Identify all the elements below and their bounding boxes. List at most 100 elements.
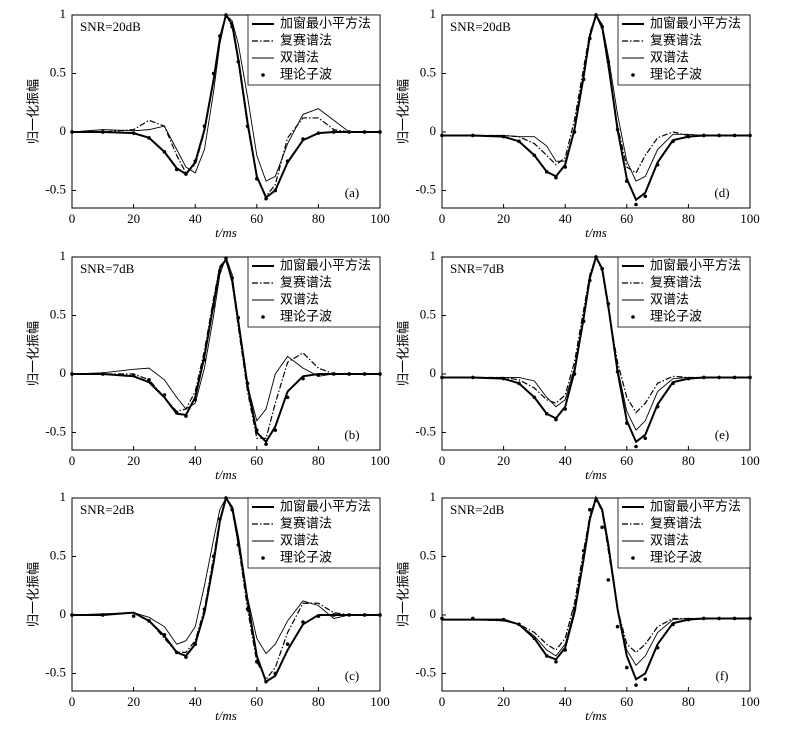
y-tick-label: 0.5 (420, 547, 436, 562)
data-point (732, 616, 737, 621)
data-point (347, 130, 352, 134)
data-point (606, 578, 611, 582)
data-point (273, 428, 278, 432)
data-point (634, 202, 638, 207)
x-tick-label: 20 (127, 211, 140, 226)
y-tick-label: 0.5 (420, 306, 436, 321)
y-axis-label: 归一化振幅 (27, 562, 42, 627)
data-point (572, 130, 577, 134)
panel-label: (a) (345, 185, 359, 200)
legend-swatch (631, 315, 635, 319)
data-point (131, 131, 136, 135)
data-point (236, 59, 241, 64)
x-axis-label: t/ms (215, 467, 237, 482)
data-point (245, 381, 250, 386)
legend-label: 复赛谱法 (280, 516, 332, 532)
legend-box (247, 497, 381, 569)
legend-label: 理论子波 (280, 551, 332, 566)
data-point (594, 13, 598, 17)
y-tick-label: 0.5 (50, 64, 66, 79)
data-point (554, 175, 558, 180)
data-point (224, 13, 228, 17)
data-point (254, 428, 259, 432)
x-tick-label: 60 (250, 694, 263, 709)
y-tick-label: 0 (430, 606, 437, 621)
y-tick-label: 0.5 (50, 547, 66, 562)
data-point (563, 407, 567, 411)
y-tick-label: 1 (430, 6, 437, 21)
data-point (671, 139, 675, 144)
x-tick-label: 0 (69, 694, 76, 709)
legend-label: 理论子波 (650, 68, 702, 83)
legend-label: 复赛谱法 (650, 516, 702, 532)
legend-box (617, 256, 751, 328)
x-axis-label: t/ms (585, 225, 607, 240)
data-point (606, 301, 611, 306)
x-tick-label: 100 (370, 211, 390, 226)
data-point (732, 133, 737, 138)
data-point (554, 417, 558, 422)
data-point (378, 130, 382, 134)
legend-box (247, 256, 381, 328)
data-point (440, 375, 444, 380)
data-point (184, 172, 188, 176)
x-tick-label: 40 (559, 211, 572, 226)
data-point (717, 133, 721, 138)
data-point (471, 375, 475, 380)
data-point (655, 404, 660, 409)
legend-label: 理论子波 (650, 551, 702, 566)
x-tick-label: 20 (497, 694, 510, 709)
x-axis-label: t/ms (585, 708, 607, 723)
data-point (162, 633, 167, 637)
data-point (378, 613, 382, 617)
y-axis-label: 归一化振幅 (397, 79, 412, 144)
data-point (643, 677, 648, 682)
data-point (184, 414, 188, 418)
data-point (581, 548, 586, 553)
data-point (174, 167, 179, 172)
data-point (643, 436, 648, 441)
data-point (732, 375, 737, 380)
data-point (362, 130, 367, 134)
legend-box (247, 14, 381, 86)
y-tick-label: 0 (60, 123, 67, 138)
data-point (211, 304, 216, 308)
panel-label: (d) (714, 185, 729, 200)
data-point (285, 395, 290, 400)
data-point (517, 381, 521, 386)
legend-swatch (261, 315, 265, 319)
data-point (70, 613, 74, 617)
y-tick-label: 1 (60, 248, 67, 263)
data-point (101, 613, 105, 617)
x-tick-label: 100 (370, 694, 390, 709)
y-tick-label: -0.5 (45, 664, 66, 679)
data-point (316, 131, 321, 135)
data-point (264, 196, 268, 201)
legend-label: 理论子波 (280, 68, 332, 83)
data-point (273, 671, 278, 676)
x-tick-label: 40 (189, 211, 202, 226)
legend-label: 双谱法 (650, 534, 689, 549)
data-point (230, 507, 234, 512)
y-tick-label: -0.5 (415, 181, 436, 196)
y-tick-label: 0.5 (420, 64, 436, 79)
data-point (316, 373, 321, 377)
data-point (285, 642, 290, 647)
x-tick-label: 20 (127, 453, 140, 468)
data-point (581, 319, 586, 324)
x-tick-label: 0 (69, 211, 76, 226)
data-point (615, 127, 620, 132)
data-point (544, 411, 549, 416)
data-point (625, 665, 629, 670)
data-point (748, 133, 752, 138)
data-point (301, 620, 305, 624)
legend-label: 理论子波 (650, 310, 702, 325)
data-point (332, 372, 336, 376)
data-point (440, 133, 444, 138)
y-tick-label: 0 (430, 123, 437, 138)
data-point (211, 554, 216, 559)
data-point (471, 133, 475, 138)
data-point (572, 607, 577, 611)
data-point (544, 169, 549, 174)
legend-swatch (631, 73, 635, 77)
